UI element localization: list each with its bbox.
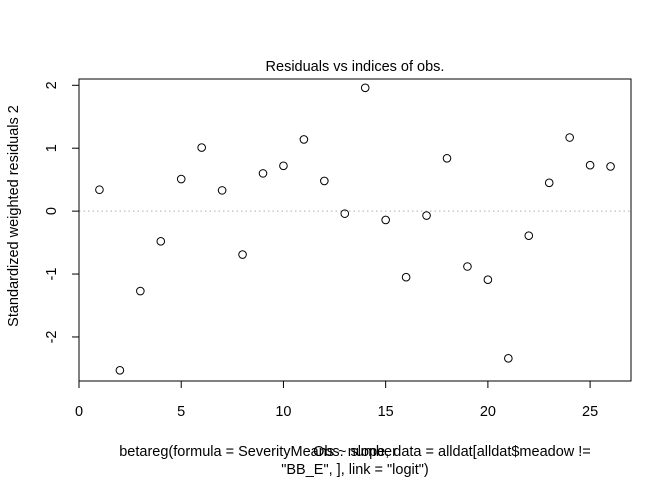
data-point [115,366,125,375]
x-tick-label: 0 [75,404,83,420]
data-point [544,178,554,188]
data-point [340,209,350,218]
y-tick-label: -2 [44,331,60,344]
y-tick-label: 0 [44,207,60,215]
data-point [299,135,309,144]
y-tick-label: -1 [44,268,60,281]
data-point [258,169,268,178]
data-point [360,83,370,93]
x-tick-label: 25 [582,404,598,420]
x-tick-label: 20 [480,404,496,420]
data-point [442,153,452,163]
subtitle-line-1: betareg(formula = SeverityMeans ~ slope,… [119,444,591,460]
data-point [422,211,431,220]
data-point [197,143,206,152]
data-point [401,272,411,282]
x-tick-label: 10 [275,404,291,420]
data-point [156,237,166,246]
data-point [176,174,186,184]
data-point [585,160,595,170]
x-tick-label: 15 [378,404,394,420]
x-axis: 0 5 10 15 20 25 [75,380,598,420]
data-point [524,231,534,240]
data-point [606,162,615,171]
data-point [504,354,513,363]
y-tick-label: 1 [44,144,60,152]
data-point [279,161,288,171]
data-point [565,133,574,142]
data-point [95,185,104,195]
x-axis-label: Obs. number [313,444,397,460]
data-point [217,186,227,195]
data-point [136,286,145,296]
y-axis-label: Standardized weighted residuals 2 [6,105,22,327]
x-tick-label: 5 [177,404,185,420]
y-tick-label: 2 [44,81,60,89]
data-point [381,215,390,225]
data-points [95,83,615,375]
y-axis: -2 -1 0 1 2 [44,81,80,344]
subtitle-line-2: "BB_E", ], link = "logit") [281,462,429,478]
data-point [463,262,472,271]
data-point [320,176,329,186]
data-point [238,250,247,259]
chart-title: Residuals vs indices of obs. [266,59,445,75]
data-point [483,275,493,285]
